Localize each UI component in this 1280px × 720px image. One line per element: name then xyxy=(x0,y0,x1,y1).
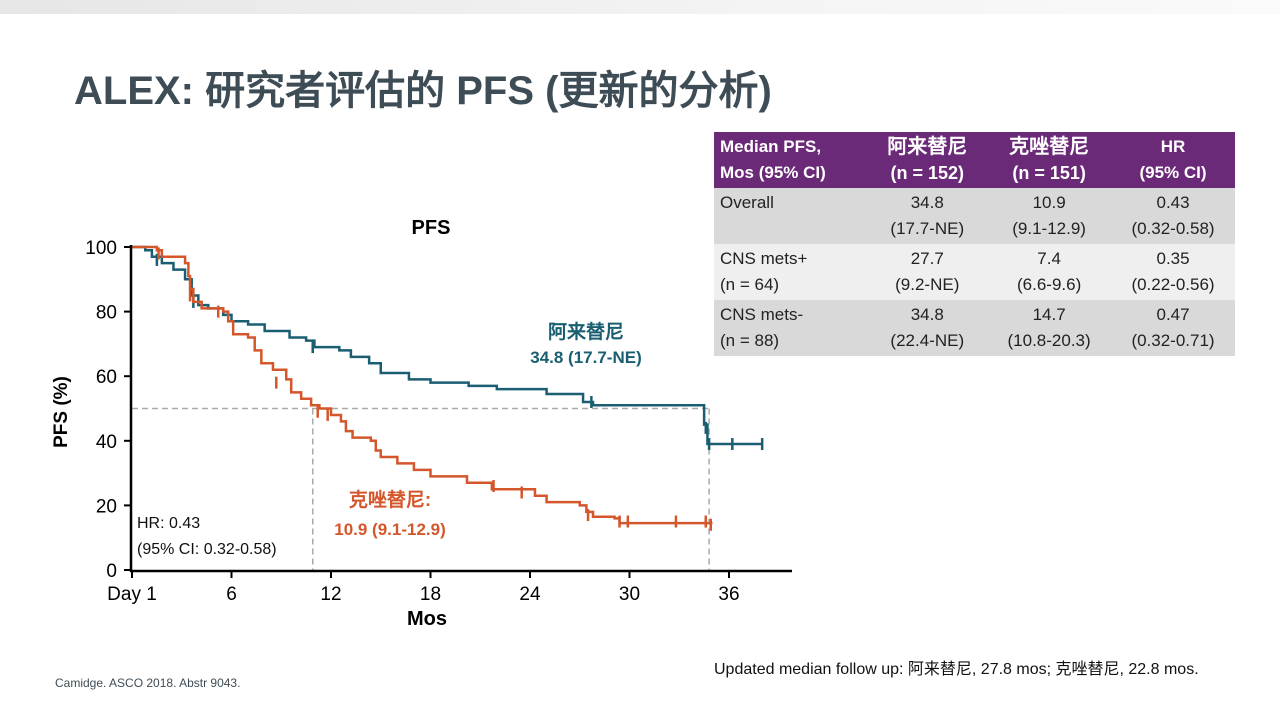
x-tick-label: 6 xyxy=(226,584,237,605)
x-tick-label: 36 xyxy=(718,584,739,605)
y-tick-label: 60 xyxy=(96,367,117,388)
cell-line: (0.32-0.71) xyxy=(1131,331,1215,350)
header-line: HR xyxy=(1160,137,1186,156)
top-banner xyxy=(0,0,1280,14)
alectinib-label: 阿来替尼 xyxy=(548,320,624,343)
header-line: 克唑替尼 xyxy=(1009,136,1090,158)
x-tick-label: Day 1 xyxy=(107,584,157,605)
cell-line: (n = 88) xyxy=(720,331,780,350)
header-line: (n = 152) xyxy=(890,163,965,183)
hr-annotation: HR: 0.43 xyxy=(137,515,200,532)
table-cell: CNS mets- (n = 88) xyxy=(714,300,868,356)
cell-line: (0.22-0.56) xyxy=(1131,275,1215,294)
table-cell: 7.4 (6.6-9.6) xyxy=(987,244,1112,300)
chart-title: PFS xyxy=(412,217,451,239)
crizotinib-label: 克唑替尼: xyxy=(349,488,431,511)
cell-line: 14.7 xyxy=(1032,305,1066,324)
page-title: ALEX: 研究者评估的 PFS (更新的分析) xyxy=(74,69,772,113)
table-cell: 34.8 (22.4-NE) xyxy=(867,300,988,356)
source-citation: Camidge. ASCO 2018. Abstr 9043. xyxy=(55,676,241,690)
table-header-cell: Median PFS, Mos (95% CI) xyxy=(714,132,868,188)
cell-line: (9.1-12.9) xyxy=(1012,219,1086,238)
y-tick-label: 100 xyxy=(85,238,117,259)
cell-line: (22.4-NE) xyxy=(890,331,965,350)
table-cell: 0.35 (0.22-0.56) xyxy=(1111,244,1235,300)
cell-line: (9.2-NE) xyxy=(895,275,960,294)
table-header-row: Median PFS, Mos (95% CI) 阿来替尼 (n = 152) 克唑替尼… xyxy=(714,132,1235,188)
table-row: CNS mets+ (n = 64) 27.7 (9.2-NE) 7.4 (6.6-9.6… xyxy=(714,244,1235,300)
table-cell: 14.7 (10.8-20.3) xyxy=(987,300,1112,356)
cell-line: (10.8-20.3) xyxy=(1007,331,1091,350)
y-tick-label: 20 xyxy=(96,496,117,517)
table-header-cell: HR (95% CI) xyxy=(1111,132,1235,188)
cell-line: (17.7-NE) xyxy=(890,219,965,238)
cell-line: Overall xyxy=(720,193,774,212)
table-cell: 27.7 (9.2-NE) xyxy=(867,244,988,300)
cell-line: (n = 64) xyxy=(720,275,780,294)
km-curve-crizotinib xyxy=(132,245,713,525)
median-pfs-table: Median PFS, Mos (95% CI) 阿来替尼 (n = 152) 克唑替尼… xyxy=(714,132,1235,356)
cell-line: CNS mets- xyxy=(720,305,804,324)
km-curve-alectinib xyxy=(132,245,763,446)
y-axis-title: PFS (%) xyxy=(51,376,72,448)
follow-up-footnote: Updated median follow up: 阿来替尼, 27.8 mos… xyxy=(714,661,1199,678)
table-cell: 0.47 (0.32-0.71) xyxy=(1111,300,1235,356)
header-line: (95% CI) xyxy=(1139,163,1207,182)
cell-line: 10.9 xyxy=(1032,193,1066,212)
header-line: Mos (95% CI) xyxy=(720,163,826,182)
table-cell: Overall xyxy=(714,188,868,244)
crizotinib-median: 10.9 (9.1-12.9) xyxy=(334,520,446,539)
cell-line: 0.47 xyxy=(1156,305,1190,324)
x-tick-label: 24 xyxy=(519,584,541,605)
table-header-cell: 克唑替尼 (n = 151) xyxy=(987,132,1112,188)
x-tick-label: 18 xyxy=(420,584,441,605)
x-axis-title: Mos xyxy=(407,608,447,630)
y-tick-label: 80 xyxy=(96,303,117,324)
y-tick-label: 0 xyxy=(106,561,117,582)
cell-line: CNS mets+ xyxy=(720,249,808,268)
cell-line: (6.6-9.6) xyxy=(1016,275,1082,294)
header-line: (n = 151) xyxy=(1012,163,1086,183)
cell-line: 7.4 xyxy=(1037,249,1061,268)
table-row: Overall 34.8 (17.7-NE) 10.9 (9.1-12.9) 0.43 (0… xyxy=(714,188,1235,244)
y-tick-label: 40 xyxy=(96,432,117,453)
cell-line: (0.32-0.58) xyxy=(1131,219,1215,238)
alectinib-median: 34.8 (17.7-NE) xyxy=(530,348,642,367)
cell-line: 27.7 xyxy=(910,249,944,268)
header-line: 阿来替尼 xyxy=(887,136,968,158)
table-header-cell: 阿来替尼 (n = 152) xyxy=(867,132,988,188)
table-cell: CNS mets+ (n = 64) xyxy=(714,244,868,300)
x-tick-label: 12 xyxy=(320,584,341,605)
cell-line: 0.43 xyxy=(1156,193,1190,212)
table-row: CNS mets- (n = 88) 34.8 (22.4-NE) 14.7 (10.8-… xyxy=(714,300,1235,356)
cell-line: 34.8 xyxy=(910,193,944,212)
table-cell: 10.9 (9.1-12.9) xyxy=(987,188,1112,244)
ci-annotation: (95% CI: 0.32-0.58) xyxy=(137,541,277,558)
header-line: Median PFS, xyxy=(720,137,822,156)
x-tick-label: 30 xyxy=(619,584,640,605)
cell-line: 0.35 xyxy=(1156,249,1190,268)
table-cell: 0.43 (0.32-0.58) xyxy=(1111,188,1235,244)
cell-line: 34.8 xyxy=(910,305,944,324)
table-cell: 34.8 (17.7-NE) xyxy=(867,188,988,244)
